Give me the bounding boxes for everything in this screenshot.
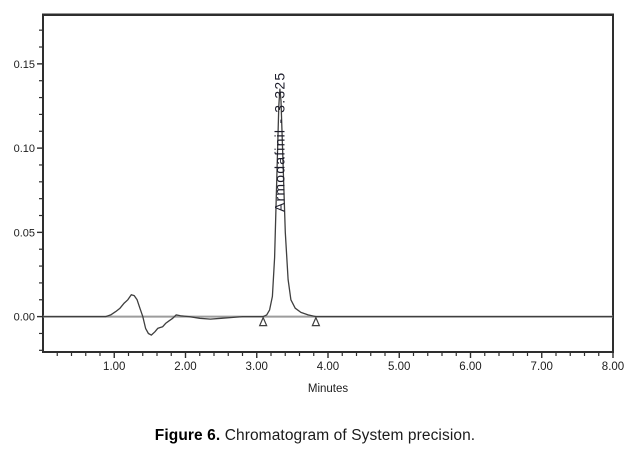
integration-end-marker	[311, 316, 321, 327]
x-axis-tick-label: 5.00	[388, 361, 410, 373]
x-axis-tick-label: 4.00	[317, 361, 339, 373]
x-axis-tick-label: 3.00	[246, 361, 268, 373]
x-axis-title: Minutes	[308, 383, 349, 395]
y-axis-tick-label: 0.15	[14, 59, 35, 71]
x-axis-tick-label: 1.00	[103, 361, 125, 373]
chromatogram-plot: 1.00 2.00 3.00 4.00 5.00 6.00 7.00 8.00 Minutes 0…	[14, 13, 624, 395]
x-axis-tick-label: 2.00	[174, 361, 196, 373]
figure-caption-text: Chromatogram of System precision.	[220, 427, 476, 444]
figure-caption-number: Figure 6.	[154, 427, 221, 444]
peak-label: Armodafinil - 3.325	[271, 72, 287, 212]
x-axis-tick-label: 6.00	[459, 361, 481, 373]
y-axis-tick-label: 0.10	[14, 143, 35, 155]
figure-caption: Figure 6. Chromatogram of System precisi…	[0, 427, 630, 445]
plot-area	[42, 14, 614, 353]
x-axis-tick-label: 8.00	[602, 361, 624, 373]
integration-start-marker	[258, 316, 268, 327]
chromatogram-trace-line	[43, 88, 613, 336]
y-axis-tick-label: 0.05	[14, 227, 35, 239]
x-axis-tick-label: 7.00	[531, 361, 553, 373]
y-axis-tick-label: 0.00	[14, 312, 35, 324]
